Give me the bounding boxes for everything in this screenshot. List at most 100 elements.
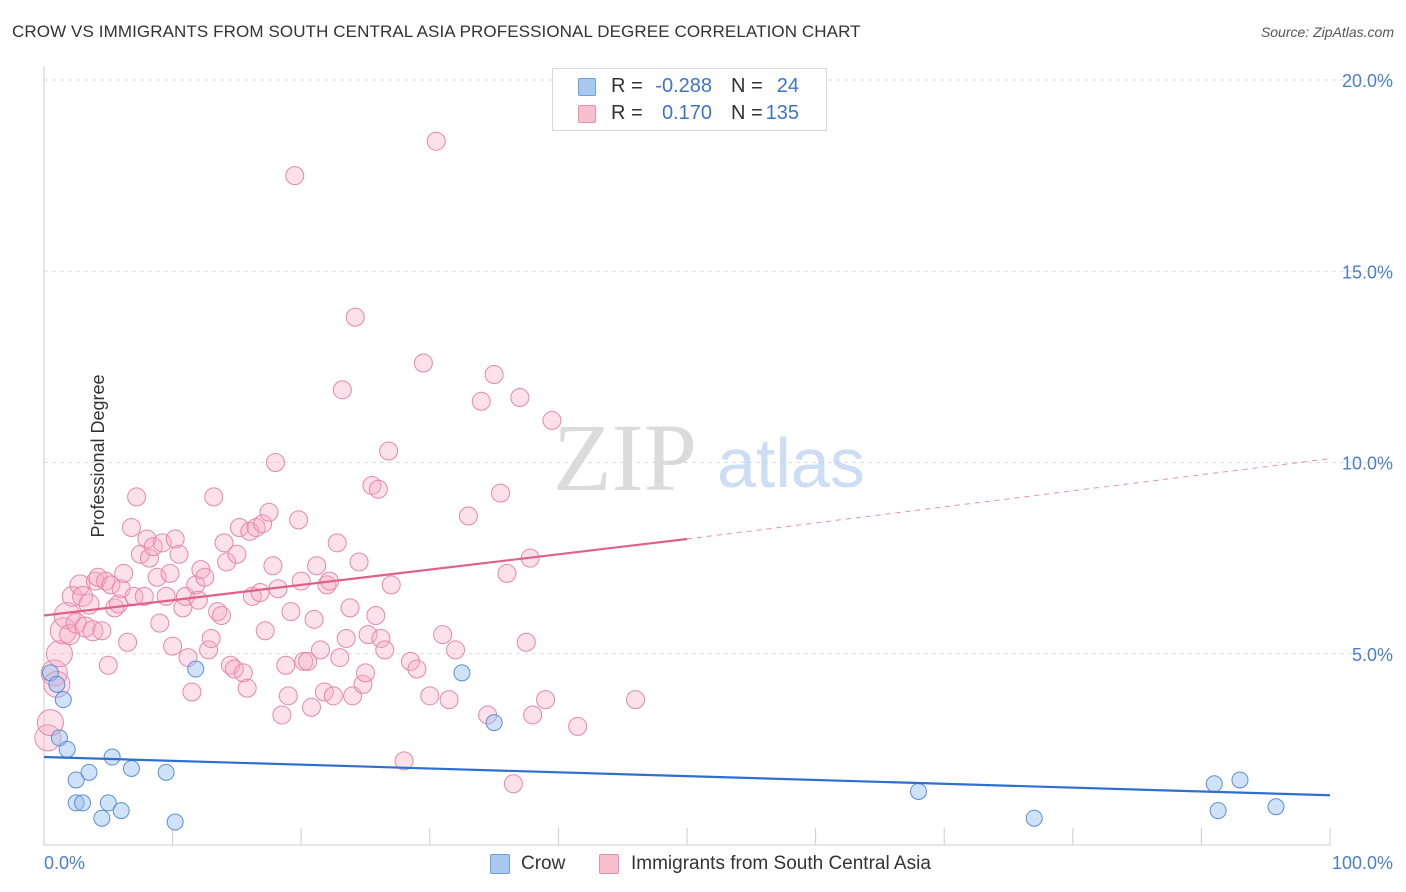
- point-immigrants-39: [163, 636, 183, 656]
- bottom-legend-swatch-immigrants: [599, 854, 619, 874]
- point-immigrants-123: [503, 774, 523, 794]
- point-immigrants-129: [542, 410, 562, 430]
- legend-n-label: N =: [731, 75, 763, 97]
- point-immigrants-111: [413, 353, 433, 373]
- point-immigrants-131: [626, 690, 646, 710]
- point-immigrants-59: [227, 544, 247, 564]
- point-immigrants-102: [366, 606, 386, 625]
- point-crow-16: [187, 660, 205, 678]
- trend-line-crow: [43, 755, 1331, 797]
- point-immigrants-34: [147, 567, 167, 587]
- point-immigrants-84: [307, 556, 327, 576]
- point-immigrants-108: [394, 751, 414, 771]
- point-crow-19: [909, 782, 927, 800]
- legend-swatch-crow: [578, 78, 596, 96]
- point-immigrants-83: [304, 609, 324, 629]
- tick-labels: 5.0% 10.0% 15.0% 20.0% 0.0% 100.0%: [44, 71, 1393, 873]
- legend-n-value: 24: [776, 75, 799, 97]
- legend-swatch-immigrants: [578, 105, 596, 123]
- axes-layer: [43, 66, 1331, 846]
- legend-r-label: R =: [611, 75, 643, 97]
- point-immigrants-45: [182, 682, 202, 702]
- point-immigrants-106: [379, 441, 399, 461]
- point-immigrants-69: [259, 502, 279, 522]
- point-immigrants-79: [291, 571, 311, 591]
- point-immigrants-71: [265, 453, 285, 472]
- point-immigrants-98: [353, 674, 373, 694]
- point-immigrants-127: [523, 705, 543, 725]
- legend-n-label: N =: [731, 102, 763, 124]
- point-crow-5: [67, 771, 85, 789]
- point-crow-7: [67, 794, 85, 812]
- point-immigrants-52: [204, 487, 224, 507]
- point-immigrants-116: [446, 640, 466, 660]
- point-immigrants-3: [43, 670, 71, 698]
- point-immigrants-114: [433, 625, 453, 645]
- point-immigrants-104: [371, 628, 391, 648]
- point-immigrants-99: [356, 663, 375, 683]
- point-immigrants-67: [253, 514, 273, 534]
- point-immigrants-113: [426, 131, 446, 151]
- point-crow-20: [1025, 809, 1043, 827]
- bottom-legend-label-crow: Crow: [521, 853, 566, 874]
- point-immigrants-68: [255, 621, 275, 641]
- point-immigrants-77: [285, 166, 305, 186]
- point-immigrants-40: [165, 529, 185, 549]
- point-crow-9: [93, 809, 111, 827]
- point-immigrants-115: [439, 690, 459, 710]
- point-crow-21: [1205, 775, 1223, 793]
- point-immigrants-31: [137, 529, 157, 549]
- trend-lines: [43, 458, 1331, 797]
- point-crow-22: [1209, 802, 1227, 820]
- y-tick-label-2: 15.0%: [1342, 262, 1393, 282]
- point-immigrants-112: [420, 686, 440, 706]
- point-immigrants-70: [263, 556, 283, 576]
- y-tick-label-0: 5.0%: [1352, 645, 1393, 665]
- point-immigrants-38: [160, 563, 180, 583]
- point-crow-8: [74, 794, 92, 812]
- point-immigrants-107: [381, 575, 401, 595]
- legend-r-label: R =: [611, 102, 643, 124]
- point-immigrants-7: [59, 624, 81, 646]
- point-immigrants-60: [229, 518, 249, 538]
- source-label: Source: ZipAtlas.com: [1260, 24, 1394, 40]
- point-immigrants-22: [109, 594, 129, 614]
- point-immigrants-17: [92, 621, 112, 641]
- legend-r-value: 0.170: [661, 102, 712, 124]
- series-crow-points: [41, 660, 1285, 831]
- point-immigrants-56: [217, 552, 237, 572]
- trend-line-immigrants: [43, 537, 688, 617]
- point-immigrants-24: [114, 563, 134, 583]
- y-tick-label-3: 20.0%: [1342, 71, 1393, 91]
- grid-layer: [44, 79, 1390, 655]
- point-immigrants-117: [458, 506, 478, 526]
- point-immigrants-62: [237, 678, 257, 698]
- point-immigrants-96: [345, 307, 365, 327]
- point-immigrants-100: [358, 625, 378, 645]
- trend-line-immigrants-extension: [686, 458, 1331, 540]
- point-immigrants-89: [323, 686, 343, 706]
- y-tick-label-1: 10.0%: [1342, 454, 1393, 474]
- watermark-atlas: atlas: [717, 424, 865, 502]
- point-crow-11: [112, 802, 130, 820]
- point-immigrants-28: [127, 487, 147, 507]
- x-tick-label-min: 0.0%: [44, 853, 85, 873]
- point-immigrants-85: [310, 640, 330, 660]
- point-crow-18: [485, 714, 503, 732]
- point-immigrants-125: [516, 632, 536, 652]
- point-immigrants-51: [201, 628, 221, 648]
- point-immigrants-109: [401, 651, 421, 671]
- point-immigrants-1: [36, 709, 64, 737]
- point-immigrants-73: [272, 705, 292, 725]
- point-immigrants-121: [491, 483, 511, 503]
- point-crow-14: [157, 763, 175, 781]
- point-immigrants-32: [139, 548, 159, 568]
- point-immigrants-91: [330, 648, 350, 668]
- x-tick-label-max: 100.0%: [1332, 853, 1393, 873]
- correlation-legend: R = -0.288 N = 24 R = 0.170 N = 135: [552, 68, 827, 131]
- point-immigrants-75: [278, 686, 298, 706]
- bottom-legend-swatch-crow: [490, 854, 510, 874]
- point-immigrants-19: [98, 655, 118, 675]
- point-immigrants-4: [45, 640, 73, 668]
